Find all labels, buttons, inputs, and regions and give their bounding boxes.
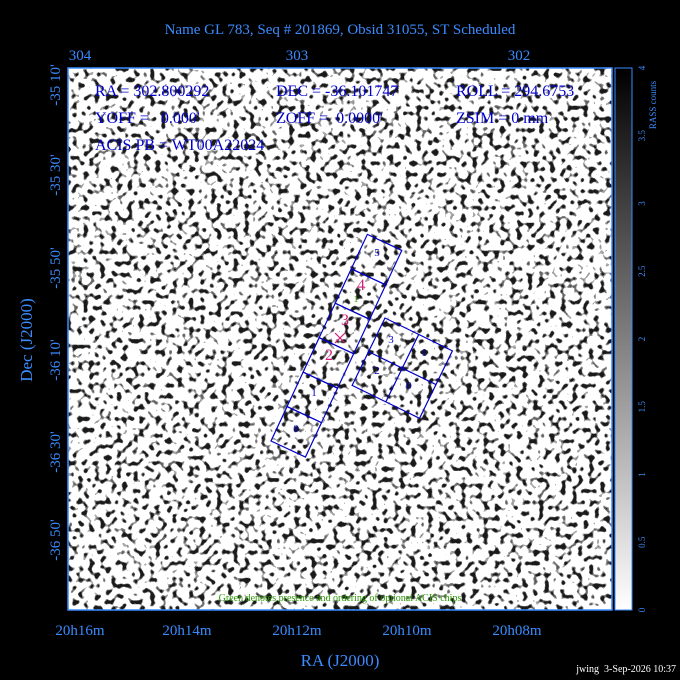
bottom-tick: 20h16m [55,623,105,639]
top-tick: 303 [286,48,309,64]
note: Green denotes presence and ordering of o… [219,593,462,604]
chip-label: 3 [341,312,349,329]
left-tick: -35 30' [48,154,64,196]
acis-s-array [270,233,403,458]
chip-label: 0 [406,380,412,392]
bottom-axis: 20h16m 20h14m 20h12m 20h10m 20h08m RA (J… [55,623,542,670]
chip [350,233,403,286]
sky-noise [68,68,612,610]
bottom-tick: 20h10m [382,623,432,639]
aimpoint [334,332,346,344]
title: Name GL 783, Seq # 201869, Obsid 31055, … [165,22,516,38]
colorbar-label: RASS counts [648,80,658,129]
chip-label: 5 [374,247,380,259]
info-text: ACIS PB = WT00A22024 [95,137,264,154]
left-tick: -36 50' [48,519,64,561]
left-tick: -36 10' [48,339,64,381]
chip-label: 4 [357,277,365,294]
bottom-tick: 20h12m [272,623,322,639]
colorbar-tick: 1.5 [637,401,647,413]
colorbar [614,67,633,611]
chip-divider [368,351,437,386]
chip-label: 2 [374,365,380,377]
acis-s-labels: 0 1 2 3 4 5 1 [293,247,380,435]
colorbar-tick: 2 [637,337,647,342]
top-tick: 302 [508,48,531,64]
info-text: ZSIM = 0 mm [456,110,549,127]
colorbar-tick: 0.5 [637,536,647,548]
bottom-tick: 20h14m [162,623,212,639]
info-text: RA = 302.800292 [95,83,209,100]
left-tick: -36 30' [48,431,64,473]
info-text: YOFF = 0.000' [95,110,200,127]
chip-label: 1 [421,347,427,359]
chip-label: 2 [325,347,333,364]
acis-i-array [351,317,454,420]
info-text: ZOFF = 0.0000' [276,110,383,127]
acis-i-labels: 3 1 2 0 [374,334,427,392]
colorbar-ticks: 0 0.5 1 1.5 2 2.5 3 3.5 4 [637,65,647,612]
colorbar-tick: 1 [637,472,647,477]
left-label: Dec (J2000) [17,298,36,382]
chip-label: 3 [388,334,394,346]
left-tick: -35 10' [48,64,64,106]
colorbar-tick: 2.5 [637,265,647,277]
left-axis: -35 10' -35 30' -35 50' -36 10' -36 30' … [17,64,64,561]
optional-chip-label: 1 [354,294,359,304]
colorbar-tick: 3.5 [637,130,647,142]
colorbar-tick: 0 [637,607,647,612]
plot-frame [67,67,613,611]
colorbar-tick: 3 [637,201,647,206]
info-text: ROLL = 294.6753 [456,83,574,100]
bottom-tick: 20h08m [492,623,542,639]
colorbar-tick: 4 [637,65,647,70]
bottom-label: RA (J2000) [301,651,380,670]
chip-label: 1 [311,387,317,399]
left-tick: -35 50' [48,247,64,289]
footer: jwing 3-Sep-2026 10:37 [575,664,676,675]
top-tick: 304 [69,48,92,64]
info-text: DEC = -36.101747 [276,83,398,100]
chip-label: 0 [293,423,299,435]
info-block: RA = 302.800292 DEC = -36.101747 ROLL = … [95,83,574,154]
